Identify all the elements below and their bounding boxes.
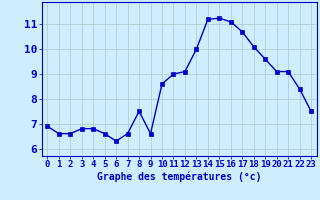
X-axis label: Graphe des températures (°c): Graphe des températures (°c) — [97, 172, 261, 182]
